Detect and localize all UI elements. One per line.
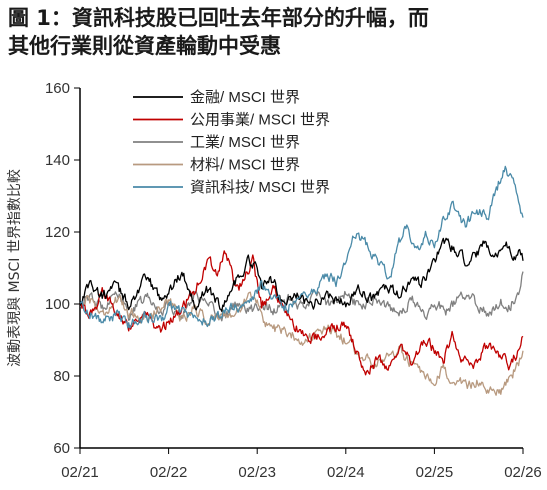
x-tick-label: 02/22 <box>150 464 188 481</box>
x-tick-label: 02/24 <box>327 464 365 481</box>
series-line-2 <box>79 271 524 322</box>
y-tick-label: 80 <box>53 368 70 385</box>
series-line-0 <box>79 237 524 312</box>
x-tick-label: 02/21 <box>61 464 99 481</box>
legend-label-0: 金融/ MSCI 世界 <box>190 89 300 106</box>
chart-title: 圖 1：資訊科技股已回吐去年部分的升幅，而 其他行業則從資產輪動中受惠 <box>8 6 429 58</box>
y-tick-label: 140 <box>45 152 70 169</box>
series-line-1 <box>79 250 524 376</box>
series-line-3 <box>79 291 524 396</box>
x-tick-label: 02/25 <box>416 464 454 481</box>
series-line-4 <box>79 165 524 329</box>
chart-axes: 60 80 100 120 140 160 02/21 02/22 02/23 02/24 02/2… <box>45 80 542 481</box>
y-tick-label: 120 <box>45 224 70 241</box>
chart-lines <box>79 165 524 396</box>
y-tick-label: 160 <box>45 80 70 97</box>
y-tick-label: 100 <box>45 296 70 313</box>
y-tick-label: 60 <box>53 440 70 457</box>
x-tick-label: 02/23 <box>238 464 276 481</box>
x-tick-label: 02/26 <box>504 464 542 481</box>
legend-label-4: 資訊科技/ MSCI 世界 <box>190 179 330 196</box>
legend-label-2: 工業/ MSCI 世界 <box>190 134 300 151</box>
legend-label-3: 材料/ MSCI 世界 <box>190 157 300 174</box>
legend-label-1: 公用事業/ MSCI 世界 <box>190 112 330 129</box>
